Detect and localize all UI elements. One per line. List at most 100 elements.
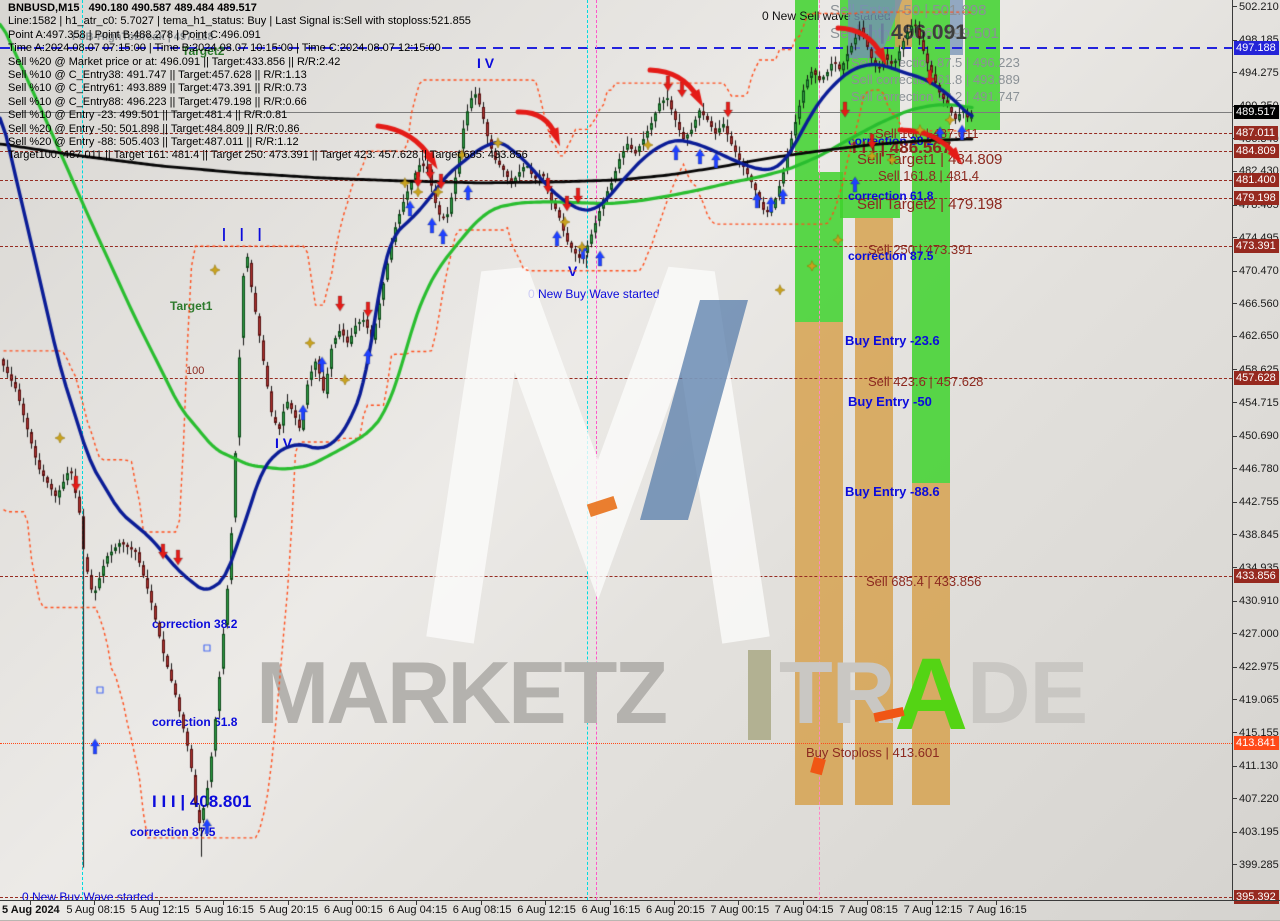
info-line: Sell %10 @ Entry -23: 499.501 || Target:… <box>8 109 288 122</box>
price-axis[interactable]: 502.210498.185494.275490.250486.340482.4… <box>1232 0 1280 904</box>
price-tick <box>1233 270 1237 272</box>
time-tick <box>480 901 482 905</box>
price-tick <box>1233 369 1237 371</box>
price-tick-label: 403.195 <box>1239 826 1279 839</box>
price-tick-label: 430.910 <box>1239 595 1279 608</box>
price-badge: 479.198 <box>1234 190 1279 205</box>
price-tick <box>1233 831 1237 833</box>
price-tick <box>1233 204 1237 206</box>
time-tick <box>931 901 933 905</box>
time-tick <box>352 901 353 905</box>
price-tick-label: 470.470 <box>1239 265 1279 278</box>
info-line: Sell %20 @ Entry -50: 501.898 || Target:… <box>8 122 300 135</box>
time-label: 6 Aug 12:15 <box>517 904 576 916</box>
info-line: Sell %20 @ Entry -88: 505.403 || Target:… <box>8 136 299 149</box>
price-badge: 481.400 <box>1234 172 1279 187</box>
time-tick <box>545 901 547 905</box>
time-label: 7 Aug 00:15 <box>710 904 770 916</box>
info-line: Line:1582 | h1_atr_c0: 5.7027 | tema_h1_… <box>8 15 471 28</box>
info-line: Sell %10 @ C_Entry88: 496.223 || Target:… <box>8 95 307 108</box>
time-tick <box>867 901 869 905</box>
time-tick <box>416 901 418 905</box>
price-tick-label: 466.560 <box>1239 297 1279 310</box>
time-tick <box>738 901 740 905</box>
price-badge: 497.188 <box>1234 40 1279 55</box>
price-badge: 457.628 <box>1234 370 1279 385</box>
price-tick <box>1233 699 1237 701</box>
price-tick-label: 415.155 <box>1239 726 1279 739</box>
price-tick-label: 442.755 <box>1239 496 1279 509</box>
time-axis[interactable]: 5 Aug 2024 5 Aug 08:15 5 Aug 12:15 5 Aug 16… <box>0 900 1280 921</box>
price-tick <box>1233 567 1237 569</box>
price-tick <box>1233 765 1237 767</box>
time-label: 6 Aug 00:15 <box>324 904 383 916</box>
price-tick-label: 438.845 <box>1239 528 1279 541</box>
time-label: 7 Aug 16:15 <box>968 904 1027 916</box>
price-tick <box>1233 402 1237 404</box>
price-tick <box>1233 435 1237 437</box>
price-tick-label: 411.130 <box>1239 760 1278 773</box>
price-tick <box>1233 534 1237 536</box>
time-tick <box>609 901 611 905</box>
price-tick <box>1233 6 1237 7</box>
price-tick <box>1233 303 1237 305</box>
price-tick <box>1233 72 1237 74</box>
price-tick-label: 454.715 <box>1239 396 1279 409</box>
time-label: 7 Aug 04:15 <box>774 904 834 916</box>
price-tick-label: 446.780 <box>1239 462 1279 475</box>
info-line: Target100: 487.011 || Target 161: 481.4 … <box>8 149 528 162</box>
price-tick-label: 427.000 <box>1239 627 1279 640</box>
price-badge: 473.391 <box>1234 239 1279 254</box>
price-tick-label: 419.065 <box>1239 693 1279 706</box>
price-tick <box>1233 864 1237 866</box>
price-tick-label: 502.210 <box>1239 0 1279 13</box>
price-tick <box>1233 170 1237 172</box>
time-label: 6 Aug 20:15 <box>646 904 705 916</box>
time-tick <box>94 901 96 905</box>
price-badge: 433.856 <box>1234 569 1279 584</box>
info-line: BNBUSD,M15 490.180 490.587 489.484 489.5… <box>8 2 257 14</box>
info-line: Time A:2024.08.07 07:15:00 | Time B:2024… <box>8 42 441 55</box>
info-line: Sell %20 @ Market price or at: 496.091 |… <box>8 55 341 68</box>
price-badge: 487.011 <box>1234 125 1278 140</box>
time-label: 6 Aug 04:15 <box>388 904 448 916</box>
info-panel: BNBUSD,M15 490.180 490.587 489.484 489.5… <box>8 2 528 163</box>
time-tick <box>158 901 160 905</box>
price-badge: 484.809 <box>1234 144 1279 159</box>
price-tick <box>1233 633 1237 635</box>
price-tick-label: 494.275 <box>1239 66 1279 79</box>
time-label: 7 Aug 12:15 <box>903 904 963 916</box>
time-tick <box>674 901 675 905</box>
time-tick <box>802 901 804 905</box>
price-tick-label: 462.650 <box>1239 330 1279 343</box>
time-label: 5 Aug 12:15 <box>130 904 190 916</box>
info-line: Sell %10 @ C_Entry38: 491.747 || Target:… <box>8 69 307 82</box>
price-tick <box>1233 335 1237 337</box>
price-tick <box>1233 798 1237 800</box>
price-tick-label: 407.220 <box>1239 792 1279 805</box>
price-tick <box>1233 39 1237 41</box>
time-tick <box>30 901 31 905</box>
candlestick-canvas[interactable] <box>0 0 1232 900</box>
info-line: Sell %10 @ C_Entry61: 493.889 || Target:… <box>8 82 307 95</box>
price-tick <box>1233 468 1237 470</box>
price-tick-label: 450.690 <box>1239 430 1279 443</box>
price-tick-label: 422.975 <box>1239 661 1279 674</box>
time-label: 5 Aug 20:15 <box>259 904 319 916</box>
price-tick <box>1233 237 1237 239</box>
price-tick <box>1233 732 1237 734</box>
price-tick <box>1233 600 1237 602</box>
time-tick <box>996 901 997 905</box>
time-label: 6 Aug 08:15 <box>452 904 512 916</box>
time-tick <box>223 901 225 905</box>
chart-plot-area[interactable]: MARKETZ TRADE 0 New Sell wave startedSel… <box>0 0 1232 900</box>
info-line: Point A:497.358 | Point B:488.278 | Poin… <box>8 28 261 41</box>
price-badge: 489.517 <box>1234 104 1279 119</box>
time-label: 5 Aug 2024 <box>2 904 60 916</box>
time-tick <box>287 901 289 905</box>
time-label: 5 Aug 16:15 <box>195 904 254 916</box>
price-tick-label: 399.285 <box>1239 858 1279 871</box>
time-label: 5 Aug 08:15 <box>66 904 126 916</box>
price-tick <box>1233 501 1237 503</box>
